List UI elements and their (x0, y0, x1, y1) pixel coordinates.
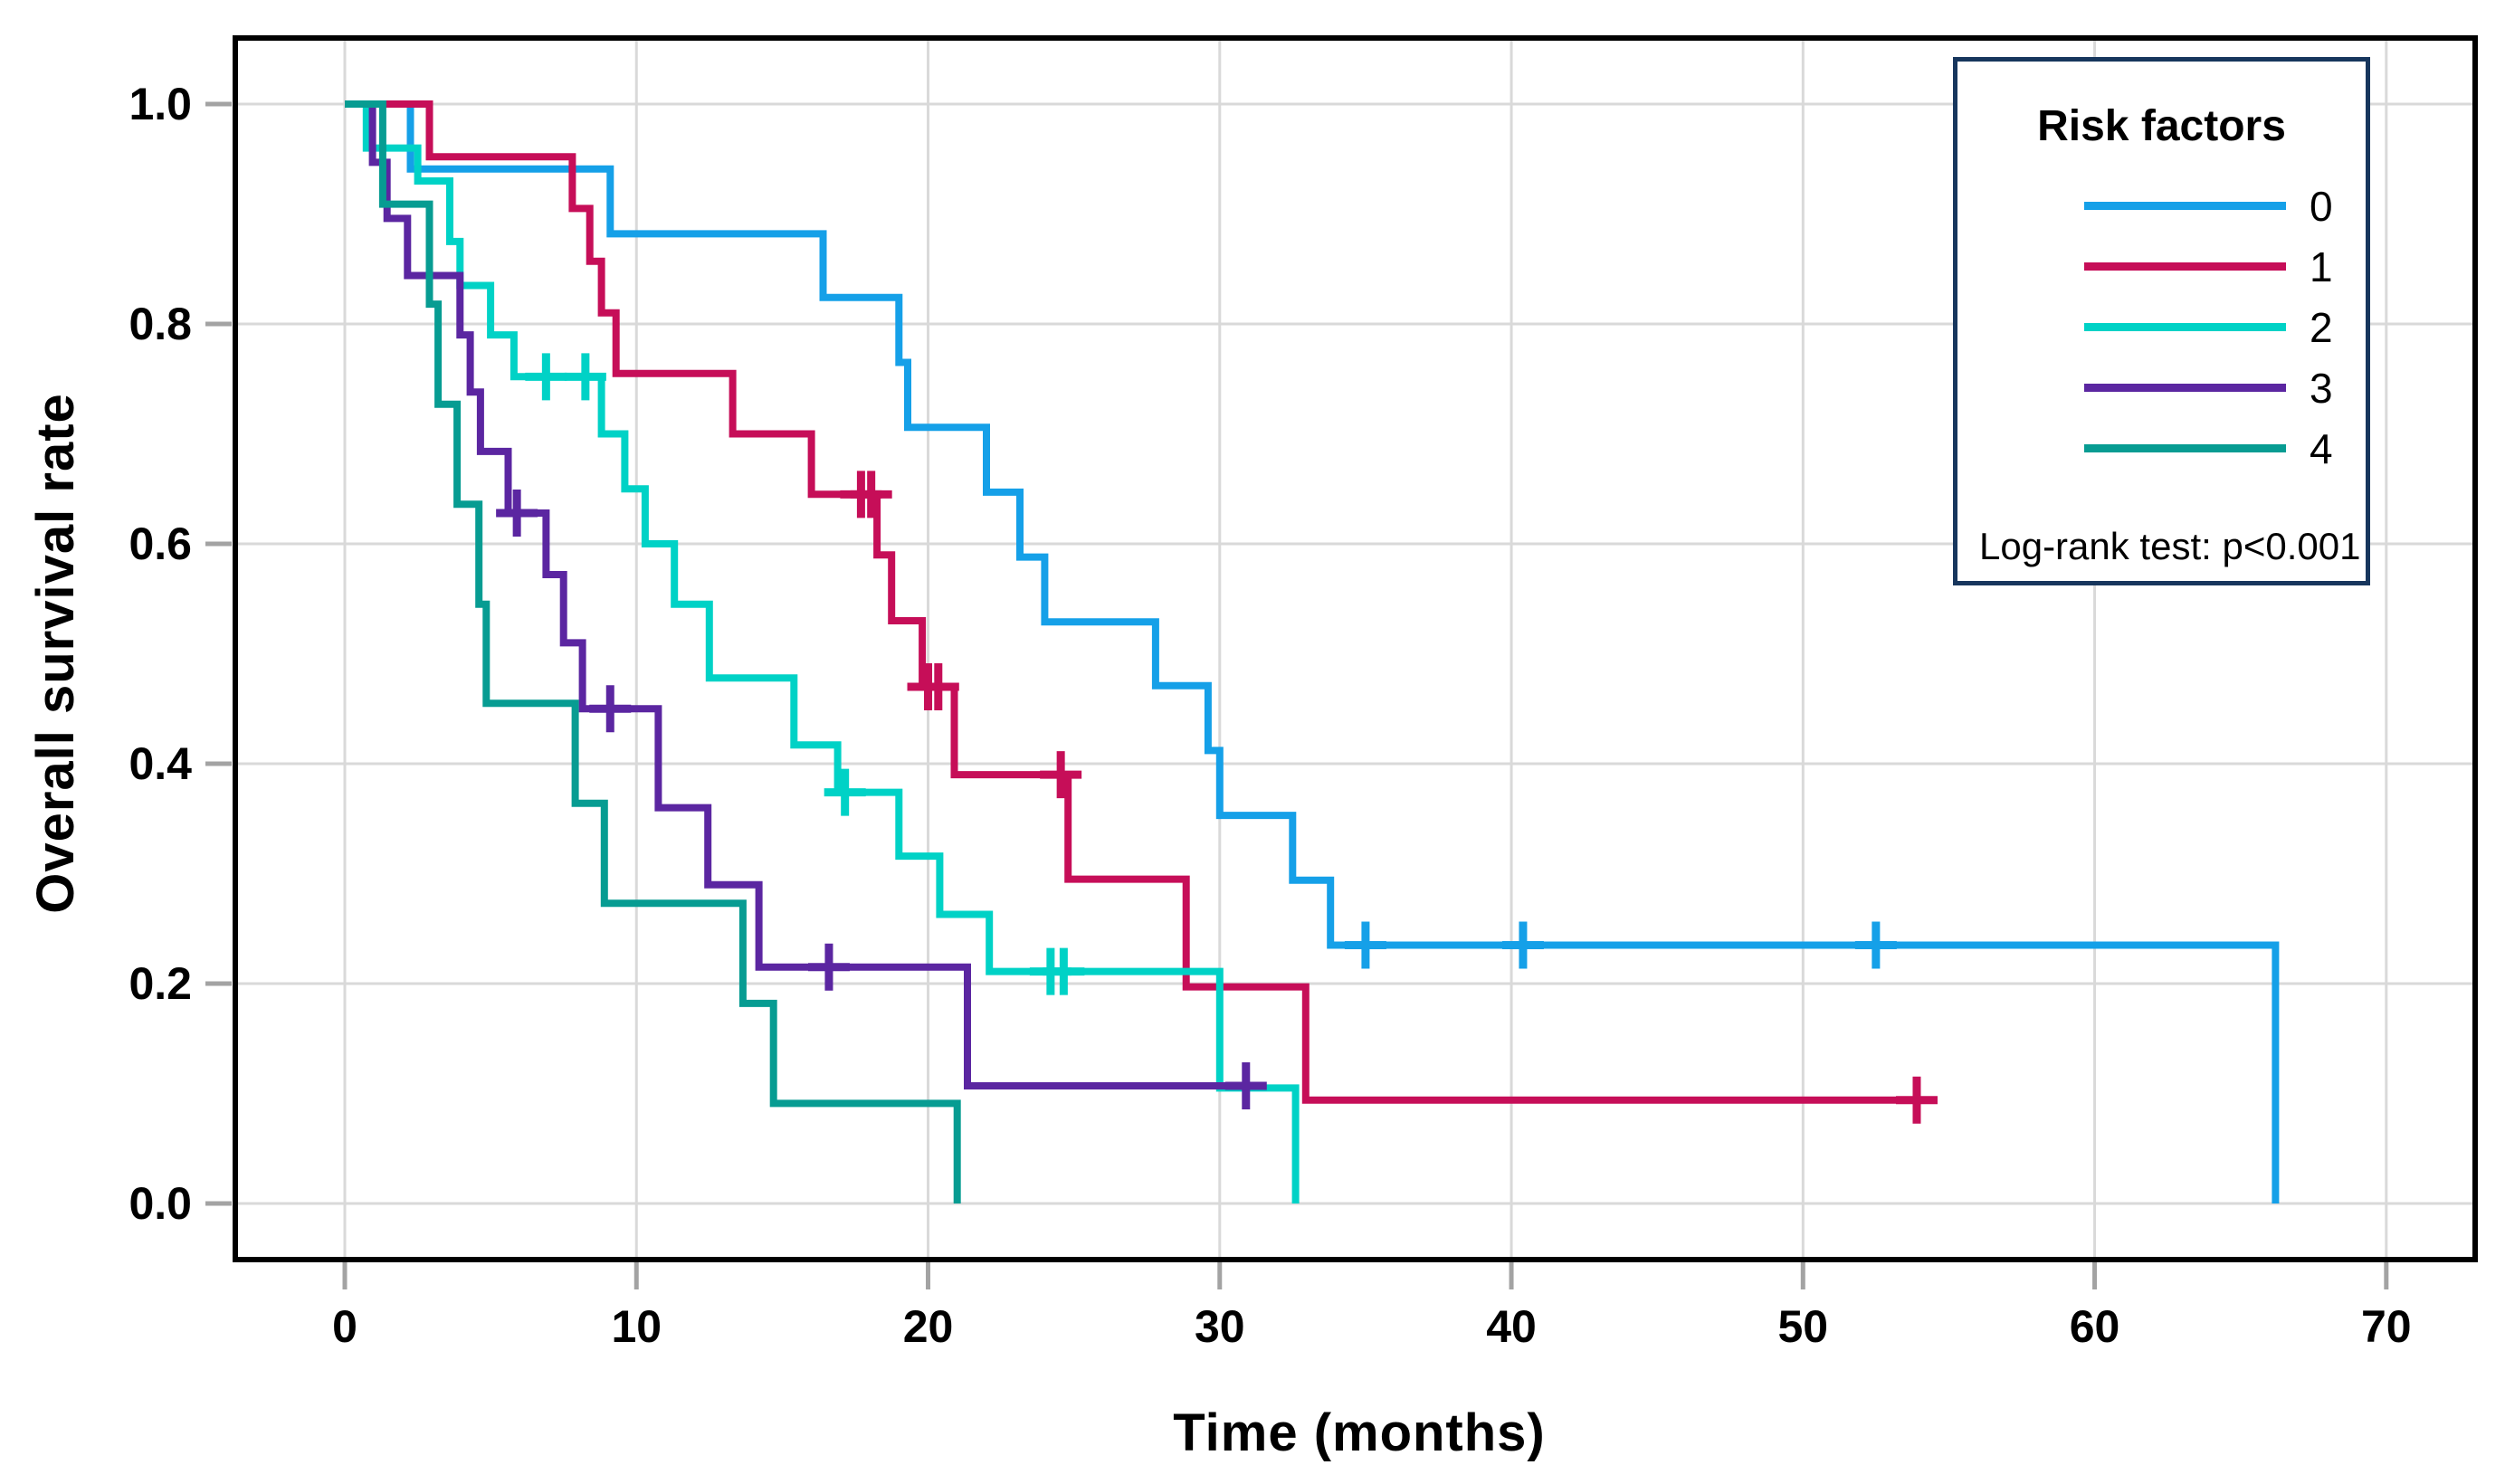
legend-swatch-line (2084, 262, 2286, 271)
legend-item-risk-3: 3 (1957, 357, 2366, 418)
y-tick-label: 0.0 (129, 1178, 192, 1229)
y-tick-label: 1.0 (129, 79, 192, 129)
legend-swatch-line (2084, 444, 2286, 452)
x-tick-label: 10 (611, 1301, 662, 1352)
x-tick-label: 20 (903, 1301, 954, 1352)
legend-item-label: 0 (2310, 182, 2333, 230)
legend-item-label: 4 (2310, 424, 2333, 472)
legend-item-risk-4: 4 (1957, 418, 2366, 479)
x-tick-label: 40 (1486, 1301, 1537, 1352)
legend-note: Log-rank test: p<0.001 (1979, 525, 2361, 567)
y-tick-label: 0.6 (129, 518, 192, 569)
y-tick-label: 0.8 (129, 299, 192, 349)
legend-item-label: 1 (2310, 243, 2333, 290)
plot-frame (233, 35, 2478, 1262)
legend-swatch-line (2084, 202, 2286, 210)
km-curve-risk-0 (345, 100, 2280, 1203)
legend-item-label: 2 (2310, 303, 2333, 351)
legend-swatch-line (2084, 323, 2286, 331)
x-tick-label: 70 (2361, 1301, 2412, 1352)
legend-item-label: 3 (2310, 364, 2333, 412)
km-curve-risk-3 (345, 100, 1267, 1089)
x-axis-title: Time (months) (1173, 1403, 1546, 1462)
km-curve-risk-1 (345, 100, 1935, 1104)
x-tick-label: 60 (2070, 1301, 2120, 1352)
y-tick-label: 0.4 (129, 738, 192, 789)
legend-swatch-line (2084, 384, 2286, 392)
x-tick-label: 0 (332, 1301, 357, 1352)
km-curve-risk-2 (345, 100, 1300, 1203)
legend-title: Risk factors (2037, 102, 2286, 150)
km-curve-risk-4 (345, 100, 961, 1203)
legend-items: 0 1 2 3 4 (1957, 176, 2366, 479)
legend-item-risk-1: 1 (1957, 236, 2366, 297)
legend-item-risk-0: 0 (1957, 176, 2366, 236)
y-tick-label: 0.2 (129, 958, 192, 1009)
y-axis-title: Overall survival rate (26, 393, 85, 914)
x-tick-label: 50 (1777, 1301, 1828, 1352)
legend-item-risk-2: 2 (1957, 297, 2366, 357)
legend-box: Risk factors 0 1 2 3 4 Log-rank test: p<0.00… (1953, 57, 2370, 585)
x-tick-label: 30 (1195, 1301, 1245, 1352)
